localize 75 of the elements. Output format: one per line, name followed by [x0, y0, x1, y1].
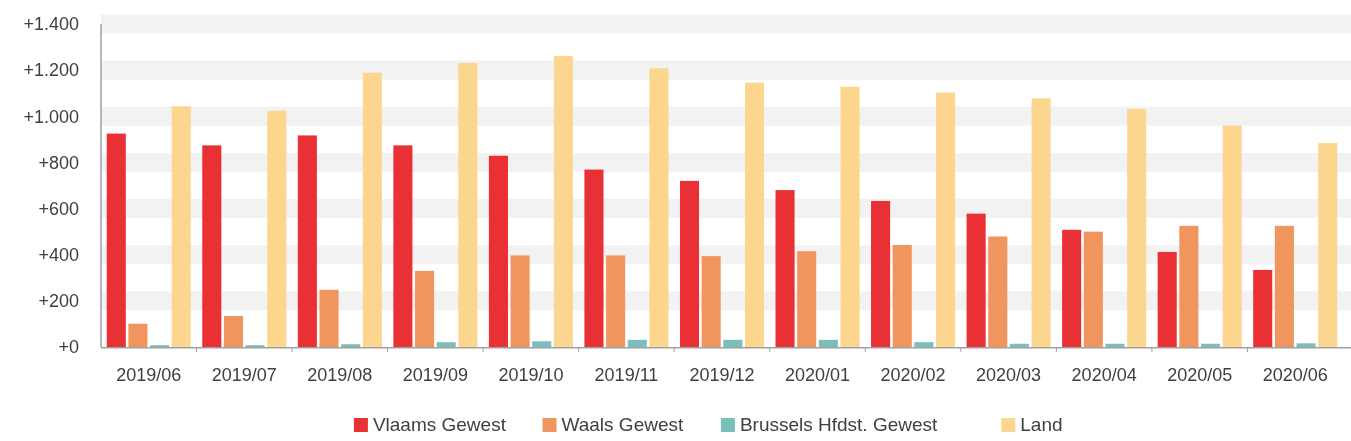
y-tick-label: +1.200 — [23, 60, 79, 81]
y-tick-label: +0 — [58, 337, 79, 358]
bar — [436, 342, 456, 347]
x-tick-label: 2020/05 — [1167, 365, 1233, 385]
bar — [797, 251, 817, 347]
y-tick-label: +200 — [38, 291, 79, 312]
x-tick-label: 2020/01 — [785, 365, 851, 385]
bar — [679, 180, 700, 347]
bar — [1083, 231, 1103, 347]
bar — [267, 110, 287, 347]
bar — [627, 339, 647, 347]
bar — [1157, 251, 1177, 347]
bar — [1222, 125, 1242, 347]
x-tick-label: 2019/07 — [211, 365, 277, 385]
bar — [1296, 343, 1316, 347]
bar — [584, 169, 604, 347]
bar — [415, 270, 435, 347]
bar — [202, 145, 222, 347]
bar — [128, 323, 148, 347]
bar — [1274, 225, 1294, 347]
bar — [966, 213, 986, 347]
bar — [744, 82, 765, 347]
x-tick-label: 2019/09 — [402, 365, 468, 385]
bar — [701, 256, 721, 347]
bar — [341, 344, 361, 347]
y-tick-label: +800 — [38, 152, 79, 173]
y-tick-label: +600 — [38, 198, 79, 219]
bar — [319, 289, 339, 347]
y-tick-label: +1.000 — [23, 106, 79, 127]
bar — [840, 86, 860, 347]
bar — [1179, 225, 1199, 347]
bar — [988, 236, 1008, 347]
bar — [488, 155, 508, 347]
bar — [1253, 269, 1273, 347]
x-tick-label: 2020/06 — [1262, 365, 1328, 385]
bar — [510, 255, 530, 347]
bar — [818, 339, 838, 347]
bar — [936, 92, 956, 347]
x-tick-label: 2020/04 — [1071, 365, 1137, 385]
x-tick-label: 2019/08 — [307, 365, 373, 385]
x-tick-label: 2020/03 — [976, 365, 1042, 385]
bar — [1009, 343, 1029, 347]
bar — [362, 72, 382, 347]
bar — [553, 55, 573, 347]
bar — [1127, 108, 1147, 347]
bar — [106, 133, 126, 347]
y-tick-label: +1.400 — [23, 14, 79, 35]
x-tick-label: 2019/10 — [498, 365, 564, 385]
bar — [223, 316, 244, 347]
x-tick-label: 2019/06 — [116, 365, 182, 385]
bar — [775, 190, 795, 347]
legend-label: Waals Gewest — [561, 414, 684, 435]
x-tick-label: 2020/02 — [880, 365, 946, 385]
bar — [723, 339, 743, 347]
x-tick-label: 2019/11 — [594, 365, 659, 385]
bar — [914, 342, 934, 347]
bar — [892, 245, 912, 347]
bar — [1318, 143, 1338, 347]
bar — [1200, 343, 1221, 347]
bar — [1105, 343, 1125, 347]
bar — [393, 145, 413, 347]
x-tick-label: 2019/12 — [689, 365, 755, 385]
bar — [871, 200, 891, 347]
bar — [458, 62, 478, 347]
bar — [297, 135, 317, 347]
y-tick-label: +400 — [38, 245, 79, 266]
bar — [1031, 98, 1051, 347]
bar — [649, 68, 669, 347]
bar — [1062, 229, 1082, 347]
bar — [171, 106, 191, 347]
bar — [606, 255, 626, 347]
legend-label: Brussels Hfdst. Gewest — [739, 414, 939, 435]
legend-label: Vlaams Gewest — [372, 414, 507, 435]
legend-label: Land — [1020, 414, 1063, 435]
bar — [532, 341, 552, 347]
